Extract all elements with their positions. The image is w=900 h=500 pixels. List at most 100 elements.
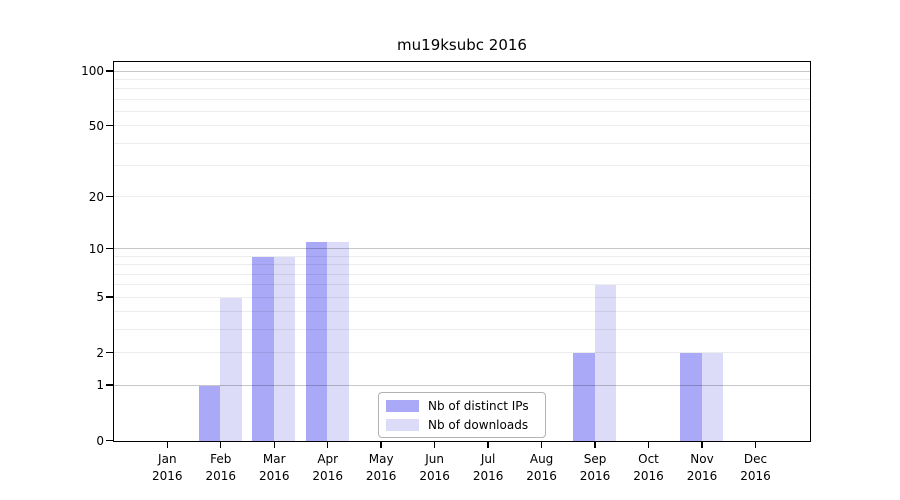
x-tick-label-sep: Sep 2016 [560,451,630,485]
x-tick-aug [540,442,543,448]
bar-distinct-ips-sep [573,353,595,441]
legend-swatch-1 [386,418,419,431]
x-tick-text: 2016 [740,469,771,483]
x-tick-text: May [368,452,394,466]
gridline-8 [114,264,810,266]
x-tick-text: 2016 [526,469,557,483]
x-tick-text: 2016 [152,469,183,483]
y-tick-2 [106,351,113,354]
x-tick-label-aug: Aug 2016 [507,451,577,485]
x-tick-label-dec: Dec 2016 [720,451,790,485]
x-tick-dec [754,442,757,448]
gridline-20 [114,196,810,198]
x-tick-apr [327,442,329,448]
chart-title: mu19ksubc 2016 [397,36,527,54]
gridline-30 [114,165,810,167]
x-tick-text: 2016 [686,469,718,483]
x-tick-text: Jan [158,452,177,466]
x-tick-label-nov: Nov 2016 [667,451,737,485]
y-tick-label-50: 50 [88,118,104,133]
legend-label-0: Nb of distinct IPs [428,398,529,413]
gridline-40 [114,142,810,144]
legend: Nb of distinct IPs Nb of downloads [378,392,546,438]
y-tick-0 [106,439,113,442]
gridline-7 [114,273,810,275]
x-tick-label-mar: Mar 2016 [239,451,309,485]
x-tick-text: Sep [583,452,607,466]
x-tick-label-may: May 2016 [346,451,416,485]
gridline-9 [114,255,810,257]
x-tick-feb [220,442,222,448]
y-tick-label-2: 2 [96,345,104,360]
legend-row-1: Nb of downloads [386,417,535,432]
x-tick-text: Dec [743,452,768,466]
bar-distinct-ips-apr [305,242,328,441]
x-tick-label-jul: Jul 2016 [453,451,523,485]
legend-swatch-0 [386,399,419,412]
gridline-70 [114,98,810,100]
x-tick-text: Oct [638,452,659,466]
x-tick-text: 2016 [258,469,290,483]
legend-row-0: Nb of distinct IPs [386,398,535,413]
bar-downloads-nov [701,353,724,441]
x-tick-text: Aug [529,452,554,466]
y-tick-label-20: 20 [88,189,104,204]
x-tick-label-feb: Feb 2016 [186,451,256,485]
bar-downloads-sep [594,285,617,441]
x-tick-label-jan: Jan 2016 [132,451,202,485]
gridline-90 [114,78,810,80]
x-tick-text: Jun [425,452,445,466]
x-tick-jul [487,442,489,448]
x-tick-text: 2016 [365,469,397,483]
y-tick-1 [106,384,113,386]
x-tick-text: 2016 [205,469,237,483]
x-tick-mar [273,442,275,448]
x-tick-text: 2016 [633,469,664,483]
x-tick-label-jun: Jun 2016 [400,451,470,485]
bar-distinct-ips-mar [252,256,274,441]
legend-label-1: Nb of downloads [428,417,529,432]
gridline-6 [114,284,810,286]
bar-downloads-apr [327,242,349,441]
y-tick-label-5: 5 [96,290,104,305]
y-tick-label-10: 10 [88,241,104,256]
y-tick-100 [106,70,113,72]
y-tick-label-100: 100 [81,64,104,78]
plot-area: Nb of distinct IPs Nb of downloads [113,61,811,442]
y-tick-label-0: 0 [96,433,104,448]
x-tick-oct [647,442,650,448]
x-tick-text: Mar [262,452,286,466]
gridline-4 [114,311,810,313]
gridline-100 [114,70,810,72]
x-tick-text: Feb [210,452,232,466]
x-tick-label-oct: Oct 2016 [614,451,684,485]
gridline-80 [114,88,810,90]
x-tick-text: 2016 [312,469,343,483]
x-tick-text: Nov [690,452,714,466]
x-tick-text: 2016 [579,469,611,483]
x-tick-sep [594,442,596,448]
gridline-60 [114,110,810,112]
y-tick-50 [106,125,113,127]
gridline-5 [114,296,810,298]
bar-distinct-ips-feb [198,385,221,441]
y-tick-5 [106,296,113,298]
gridline-10 [114,248,810,250]
bar-downloads-mar [273,256,296,441]
x-tick-text: Jul [480,452,496,466]
gridline-50 [114,125,810,127]
x-tick-label-apr: Apr 2016 [293,451,363,485]
x-tick-text: 2016 [419,469,450,483]
x-tick-nov [701,442,703,448]
x-tick-jan [166,442,168,448]
y-tick-20 [106,196,113,198]
x-tick-jun [433,442,436,448]
x-tick-may [380,442,382,448]
x-tick-text: 2016 [472,469,504,483]
y-tick-label-1: 1 [96,378,104,393]
bar-distinct-ips-nov [680,353,702,441]
y-tick-10 [106,247,113,250]
bar-downloads-feb [220,297,242,441]
gridline-3 [114,329,810,331]
